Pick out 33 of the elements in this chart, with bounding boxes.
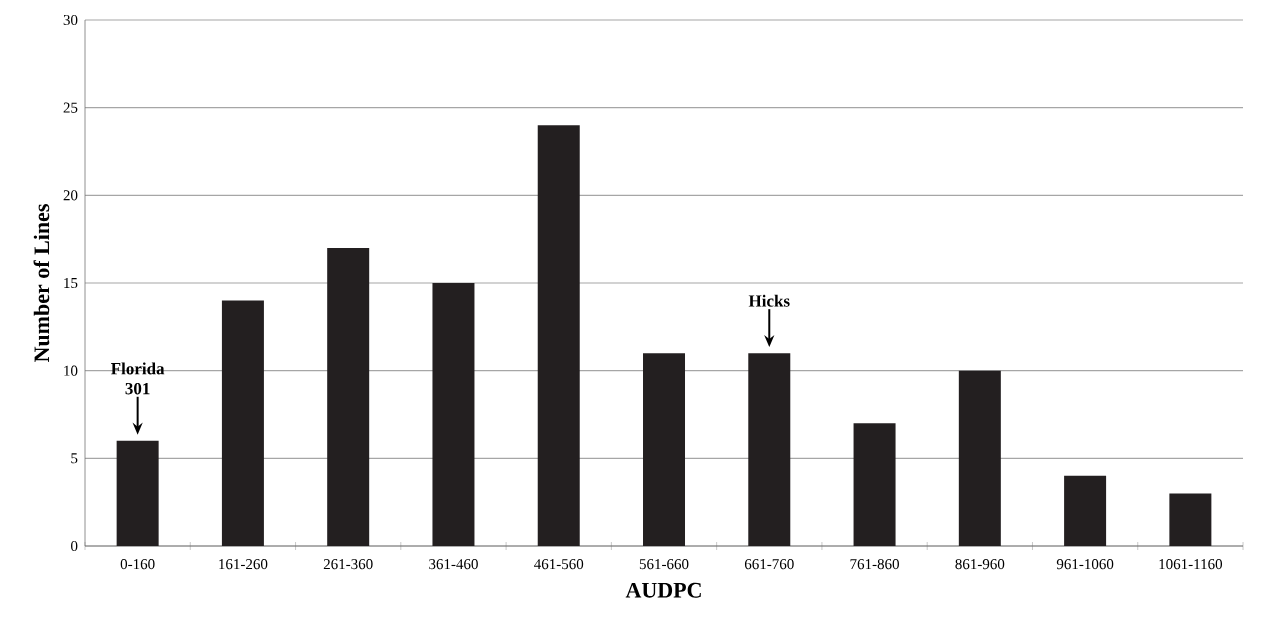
x-tick-label: 961-1060 bbox=[1056, 559, 1114, 570]
bar bbox=[643, 353, 686, 546]
bar bbox=[853, 423, 896, 546]
x-axis-title: AUDPC bbox=[625, 582, 701, 598]
bar bbox=[537, 125, 580, 546]
x-tick-label: 361-460 bbox=[429, 559, 478, 570]
y-tick-label: 20 bbox=[63, 190, 78, 201]
y-tick-label: 15 bbox=[64, 277, 78, 289]
bar bbox=[116, 440, 159, 546]
bar bbox=[748, 353, 791, 546]
x-tick-label: 1061-1160 bbox=[1159, 559, 1223, 570]
y-tick-label: 0 bbox=[71, 540, 78, 552]
x-tick-label: 261-360 bbox=[323, 559, 373, 570]
y-tick-label: 5 bbox=[71, 453, 78, 464]
x-tick-label: 661-760 bbox=[744, 559, 794, 570]
annotation: Hicks bbox=[748, 294, 790, 307]
x-tick-label: 461-560 bbox=[534, 559, 584, 570]
x-tick-label: 0-160 bbox=[120, 559, 155, 570]
x-tick-label: 861-960 bbox=[955, 559, 1005, 570]
y-tick-label: 30 bbox=[63, 14, 78, 26]
bar bbox=[1064, 475, 1107, 546]
annotation: Florida 301 bbox=[111, 362, 165, 395]
bar bbox=[327, 247, 370, 546]
y-tick-label: 10 bbox=[64, 365, 78, 376]
bar bbox=[432, 283, 475, 546]
x-tick-label: 561-660 bbox=[639, 559, 689, 570]
x-tick-label: 761-860 bbox=[850, 559, 899, 570]
bar bbox=[221, 300, 264, 546]
x-tick-label: 161-260 bbox=[219, 559, 268, 570]
y-tick-label: 25 bbox=[63, 102, 78, 113]
bar bbox=[958, 370, 1001, 546]
y-axis-title: Number of Lines bbox=[33, 204, 50, 363]
bar bbox=[1169, 493, 1212, 546]
